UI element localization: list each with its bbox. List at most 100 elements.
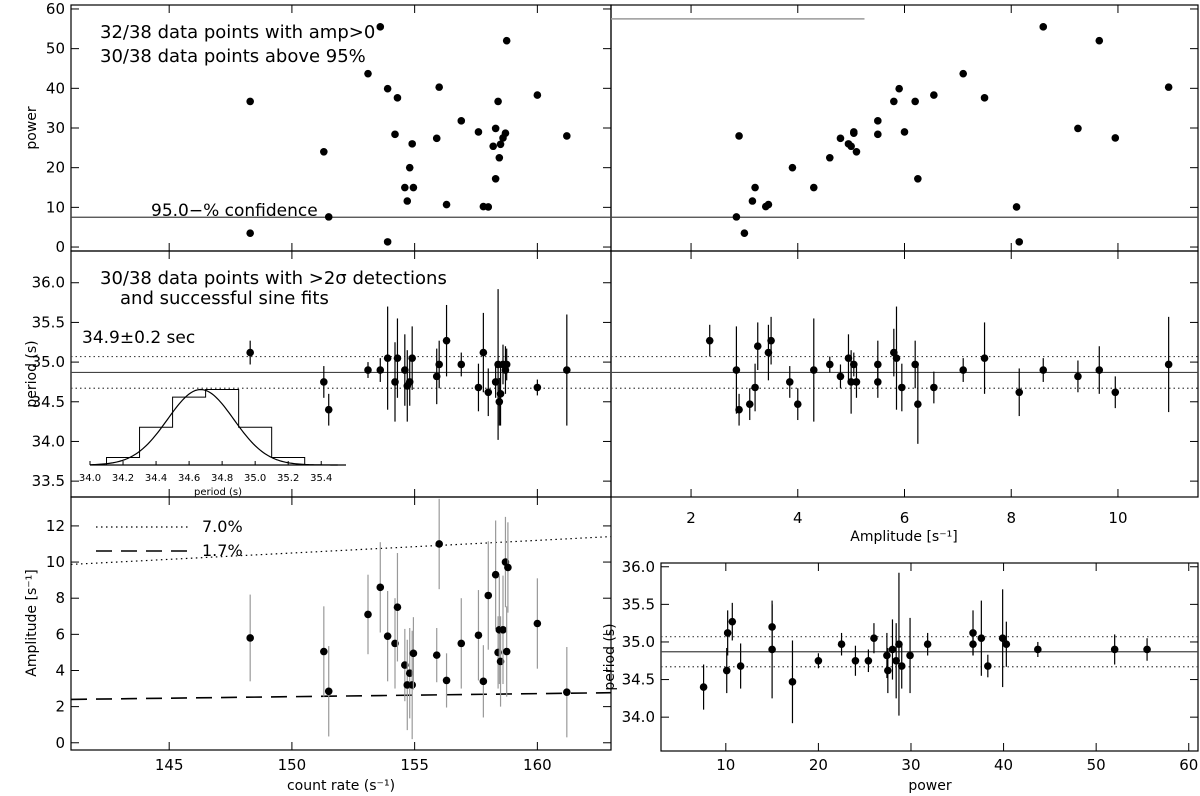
data-point	[324, 687, 333, 696]
data-point	[364, 366, 372, 374]
data-point	[890, 97, 898, 106]
data-point	[732, 366, 741, 374]
data-point	[484, 591, 493, 600]
data-point	[489, 142, 497, 151]
data-point	[442, 336, 451, 345]
threshold-7pct-line	[70, 535, 612, 566]
data-point	[914, 400, 922, 408]
data-point	[408, 681, 416, 689]
ytick-label: 20	[46, 159, 65, 177]
data-point	[930, 91, 938, 99]
data-point	[495, 153, 504, 162]
data-point	[850, 129, 858, 137]
ytick-label: 40	[46, 79, 65, 97]
data-point	[364, 610, 372, 619]
ytick-label: 34.5	[622, 671, 655, 689]
annotation-period-value: 34.9±0.2 sec	[82, 328, 195, 348]
data-point	[383, 354, 392, 362]
data-point	[383, 632, 392, 640]
data-point	[499, 626, 507, 634]
data-point	[408, 354, 416, 362]
data-point	[980, 94, 989, 102]
data-point	[1164, 83, 1173, 91]
xtick-label: 145	[155, 756, 184, 774]
inset-xtick-label: 34.4	[145, 473, 167, 484]
data-point	[723, 629, 732, 637]
data-point	[435, 540, 443, 548]
annotation-confidence: 95.0−% confidence	[151, 201, 318, 221]
data-point	[435, 360, 443, 369]
data-point	[401, 183, 409, 192]
data-point	[491, 124, 500, 133]
ylabel-top-left: power	[24, 106, 40, 150]
data-point	[495, 397, 504, 406]
data-point	[474, 383, 483, 392]
data-point	[923, 640, 932, 649]
ylabel-bottom-right: period (s)	[602, 623, 618, 690]
data-point	[728, 617, 737, 626]
ytick-label: 30	[46, 119, 65, 137]
inset-xtick-label: 34.8	[211, 473, 233, 484]
ytick-label: 34.5	[32, 393, 65, 411]
data-point	[563, 688, 571, 696]
data-point	[1015, 238, 1024, 246]
annotation-above-95: 30/38 data points above 95%	[100, 46, 366, 67]
data-point	[897, 662, 906, 670]
data-point	[408, 140, 416, 148]
data-point	[320, 647, 328, 656]
data-point	[1039, 23, 1048, 31]
data-point	[324, 213, 333, 221]
ytick-label: 6	[55, 625, 65, 643]
data-point	[892, 656, 900, 665]
data-point	[735, 405, 743, 414]
data-point	[1111, 134, 1120, 142]
data-point	[484, 203, 493, 211]
data-point	[391, 130, 399, 139]
legend-label-7pct: 7.0%	[202, 517, 243, 536]
data-point	[884, 666, 892, 675]
data-point	[764, 348, 773, 357]
data-point	[980, 354, 989, 362]
data-point	[364, 69, 372, 78]
data-point	[320, 378, 328, 386]
data-point	[998, 634, 1007, 642]
data-point	[809, 366, 818, 374]
data-point	[1111, 388, 1120, 397]
data-point	[852, 148, 861, 156]
data-point	[409, 649, 418, 658]
ytick-label: 35.0	[622, 633, 655, 651]
data-point	[1164, 360, 1173, 369]
data-point	[376, 366, 385, 374]
data-point	[959, 69, 967, 78]
data-point	[435, 83, 443, 91]
data-point	[1012, 203, 1021, 211]
data-point	[533, 619, 542, 628]
data-point	[533, 383, 542, 392]
data-point	[898, 383, 906, 392]
legend-label-17pct: 1.7%	[202, 541, 243, 560]
data-point	[409, 183, 418, 192]
data-point	[736, 662, 745, 670]
data-point	[699, 683, 708, 691]
data-point	[851, 656, 860, 665]
ytick-label: 36.0	[622, 558, 655, 576]
data-point	[432, 134, 441, 143]
ytick-label: 2	[55, 698, 65, 716]
data-point	[751, 383, 759, 392]
data-point	[1074, 372, 1082, 381]
xtick-label: 8	[1006, 509, 1016, 527]
data-point	[892, 354, 901, 362]
ytick-label: 35.5	[32, 313, 65, 331]
histogram-inset: 34.0 34.2 34.4 34.6 34.8 35.0 35.2 35.4	[79, 388, 346, 484]
data-point	[393, 354, 402, 362]
data-point	[969, 640, 977, 649]
data-point	[246, 348, 254, 357]
annotation-detections: 30/38 data points with >2σ detections	[100, 268, 447, 289]
ytick-label: 60	[46, 0, 65, 18]
inset-xtick-label: 34.6	[178, 473, 200, 484]
data-point	[895, 84, 903, 93]
data-point	[502, 36, 511, 45]
data-point	[474, 128, 483, 136]
inset-xtick-label: 35.2	[277, 473, 299, 484]
data-point	[847, 378, 855, 386]
